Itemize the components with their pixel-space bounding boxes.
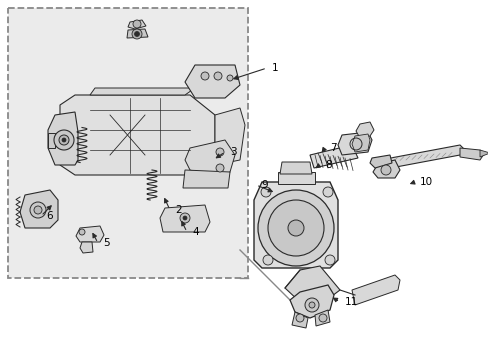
Polygon shape <box>314 310 329 326</box>
Polygon shape <box>351 134 369 152</box>
Polygon shape <box>48 112 78 165</box>
Polygon shape <box>291 312 307 328</box>
Polygon shape <box>280 162 311 174</box>
Polygon shape <box>459 148 483 160</box>
Text: 11: 11 <box>345 297 358 307</box>
Circle shape <box>305 298 318 312</box>
Circle shape <box>258 190 333 266</box>
Circle shape <box>34 206 42 214</box>
Text: 7: 7 <box>329 143 336 153</box>
Polygon shape <box>372 160 399 178</box>
Polygon shape <box>160 205 209 232</box>
Circle shape <box>134 32 139 36</box>
Polygon shape <box>369 155 391 168</box>
Circle shape <box>183 216 186 220</box>
Polygon shape <box>215 108 244 165</box>
Circle shape <box>180 213 190 223</box>
Circle shape <box>380 165 390 175</box>
Circle shape <box>323 187 332 197</box>
Text: 10: 10 <box>419 177 432 187</box>
Circle shape <box>295 314 304 322</box>
Circle shape <box>261 187 270 197</box>
Circle shape <box>59 135 69 145</box>
Circle shape <box>226 75 232 81</box>
Polygon shape <box>90 88 195 95</box>
Circle shape <box>132 29 142 39</box>
Circle shape <box>133 20 141 28</box>
Polygon shape <box>253 182 337 268</box>
Circle shape <box>62 138 66 142</box>
Text: 6: 6 <box>46 211 53 221</box>
Circle shape <box>214 72 222 80</box>
Polygon shape <box>128 20 146 29</box>
Text: 2: 2 <box>175 205 181 215</box>
Polygon shape <box>20 190 58 228</box>
Text: 3: 3 <box>229 147 236 157</box>
Polygon shape <box>60 95 215 175</box>
Polygon shape <box>184 65 240 98</box>
Text: 8: 8 <box>325 160 331 170</box>
Polygon shape <box>76 226 104 242</box>
Text: 9: 9 <box>261 180 267 190</box>
Polygon shape <box>309 145 357 168</box>
Polygon shape <box>337 132 371 155</box>
Circle shape <box>216 164 224 172</box>
Text: 1: 1 <box>271 63 278 73</box>
Polygon shape <box>285 266 339 305</box>
Circle shape <box>201 72 208 80</box>
Polygon shape <box>80 242 93 253</box>
Text: 4: 4 <box>192 227 198 237</box>
Polygon shape <box>379 145 464 170</box>
Circle shape <box>325 255 334 265</box>
Circle shape <box>263 255 272 265</box>
Text: 5: 5 <box>103 238 109 248</box>
Polygon shape <box>289 285 333 318</box>
Circle shape <box>79 229 85 235</box>
Circle shape <box>216 148 224 156</box>
Polygon shape <box>479 150 488 157</box>
Polygon shape <box>48 133 55 148</box>
Bar <box>8 8 247 278</box>
Circle shape <box>267 200 324 256</box>
Circle shape <box>287 220 304 236</box>
Circle shape <box>54 130 74 150</box>
Polygon shape <box>355 122 373 138</box>
Polygon shape <box>184 140 235 178</box>
Polygon shape <box>278 172 314 184</box>
Circle shape <box>30 202 46 218</box>
Circle shape <box>308 302 314 308</box>
Circle shape <box>318 314 326 322</box>
Polygon shape <box>183 170 229 188</box>
Polygon shape <box>127 29 148 38</box>
Polygon shape <box>351 275 399 305</box>
